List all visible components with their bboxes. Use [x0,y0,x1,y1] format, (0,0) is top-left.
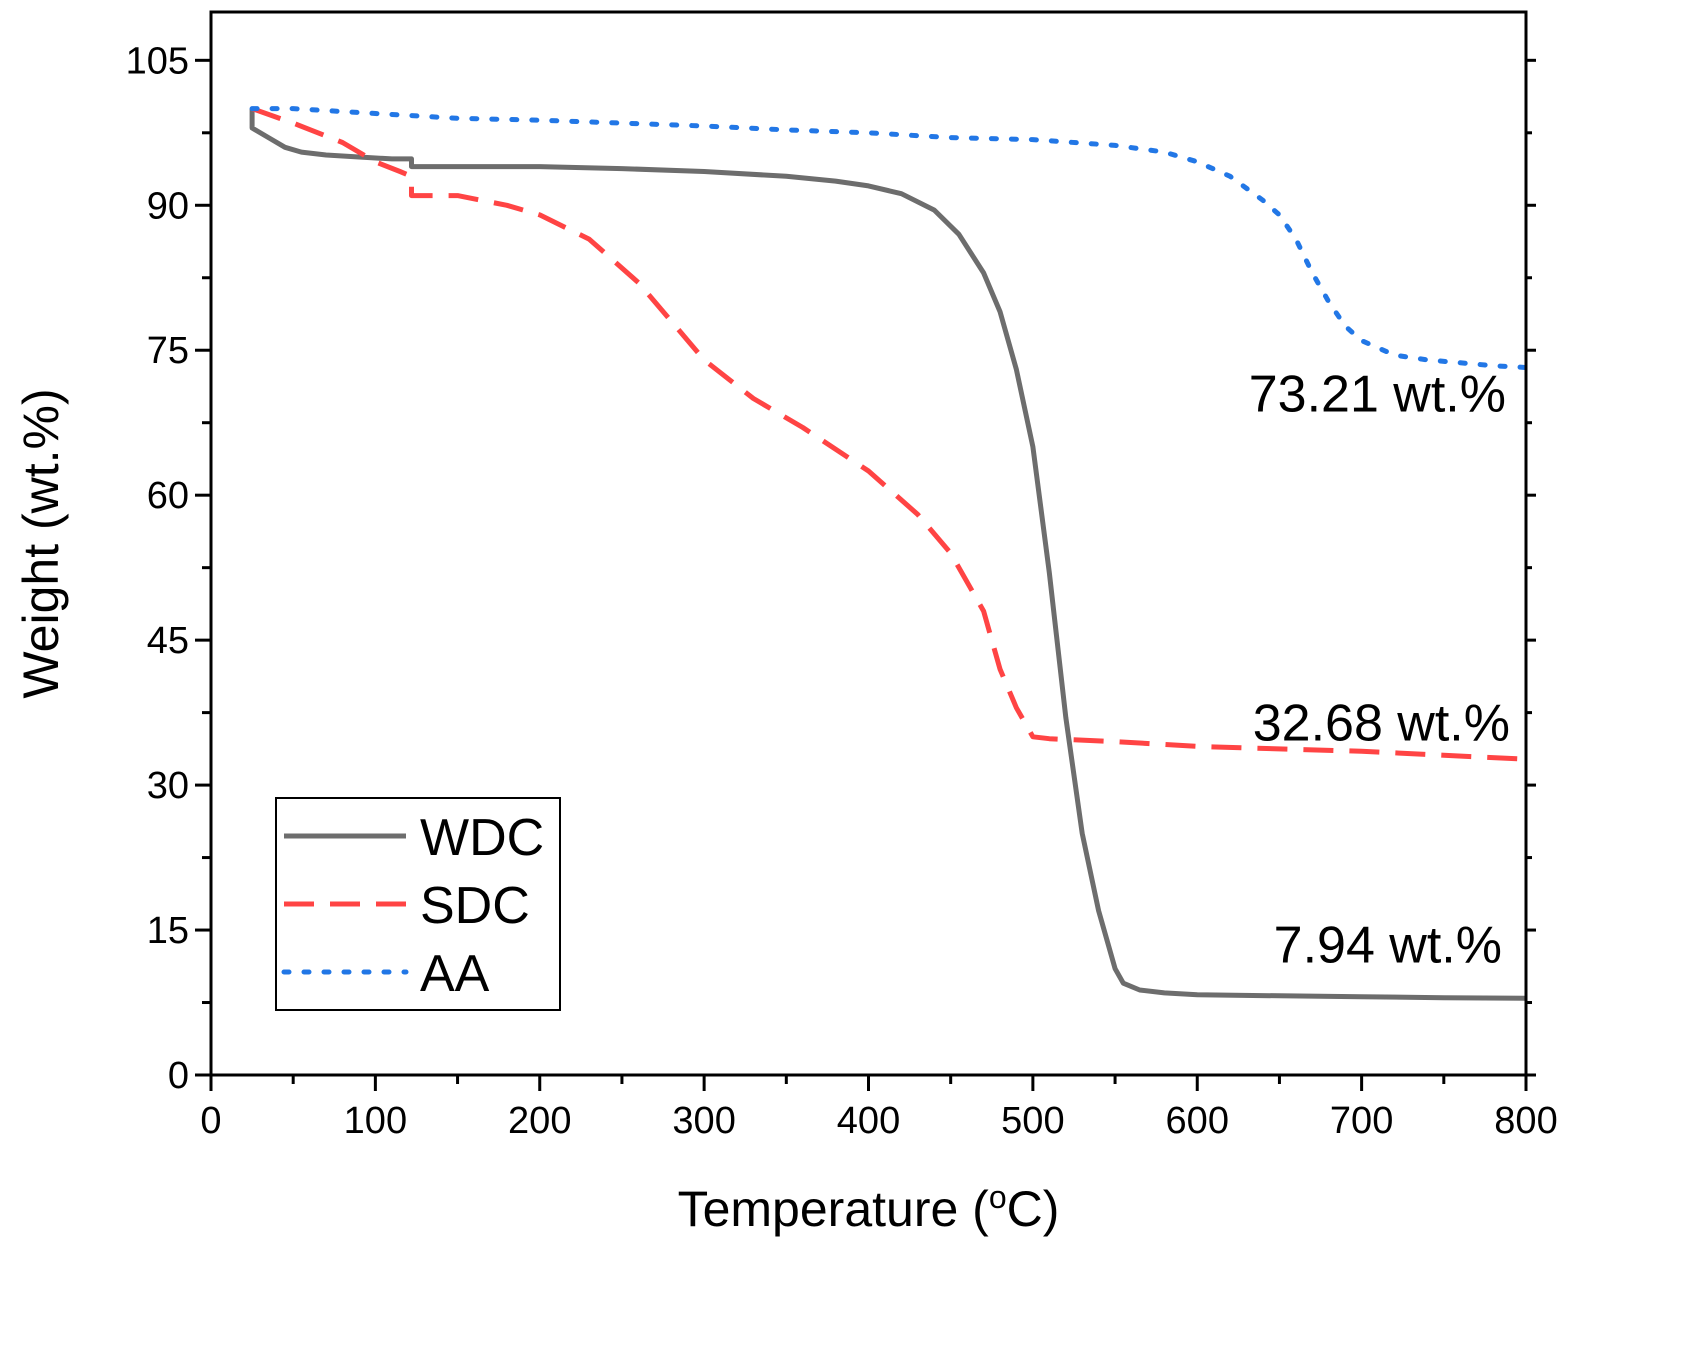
y-tick-label: 0 [168,1055,189,1097]
y-tick-label: 60 [147,475,189,517]
x-axis-title-sup: o [989,1179,1007,1215]
legend-box [275,797,561,1011]
x-tick-label: 700 [1330,1100,1393,1142]
annotations-layer: 73.21 wt.% 32.68 wt.% 7.94 wt.% [1249,366,1510,975]
legend-label-sdc: SDC [420,877,530,935]
x-tick-label: 500 [1001,1100,1064,1142]
annotation-label: 7.94 wt.% [1274,917,1502,975]
x-tick-label: 200 [508,1100,571,1142]
y-axis-title: Weight (wt.%) [13,388,69,698]
legend-label-aa: AA [420,945,490,1003]
x-tick-label: 800 [1494,1100,1557,1142]
annotation-label: 32.68 wt.% [1253,694,1510,752]
x-axis-title: Temperature (oC) [678,1179,1060,1237]
ticks-layer: 0 100 200 300 400 500 600 700 800 0 15 30 45 60 75 90 10… [126,40,1558,1142]
y-tick-label: 105 [126,40,189,82]
y-tick-label: 75 [147,330,189,372]
x-tick-label: 0 [200,1100,221,1142]
y-tick-label: 15 [147,910,189,952]
x-tick-label: 600 [1166,1100,1229,1142]
y-tick-label: 45 [147,620,189,662]
legend-label-wdc: WDC [420,809,544,867]
series-layer [249,106,1529,1001]
series-line-aa [249,106,1529,370]
series-line-wdc [249,108,1527,1001]
x-axis-title-main: Temperature ( [678,1181,990,1237]
legend: WDC SDC AA [275,797,561,1011]
x-tick-label: 400 [837,1100,900,1142]
y-tick-label: 90 [147,185,189,227]
y-tick-label: 30 [147,765,189,807]
x-axis-title-tail: C) [1007,1181,1060,1237]
x-tick-label: 300 [672,1100,735,1142]
series-line-sdc [251,106,1527,762]
annotation-label: 73.21 wt.% [1249,366,1506,424]
x-tick-label: 100 [344,1100,407,1142]
